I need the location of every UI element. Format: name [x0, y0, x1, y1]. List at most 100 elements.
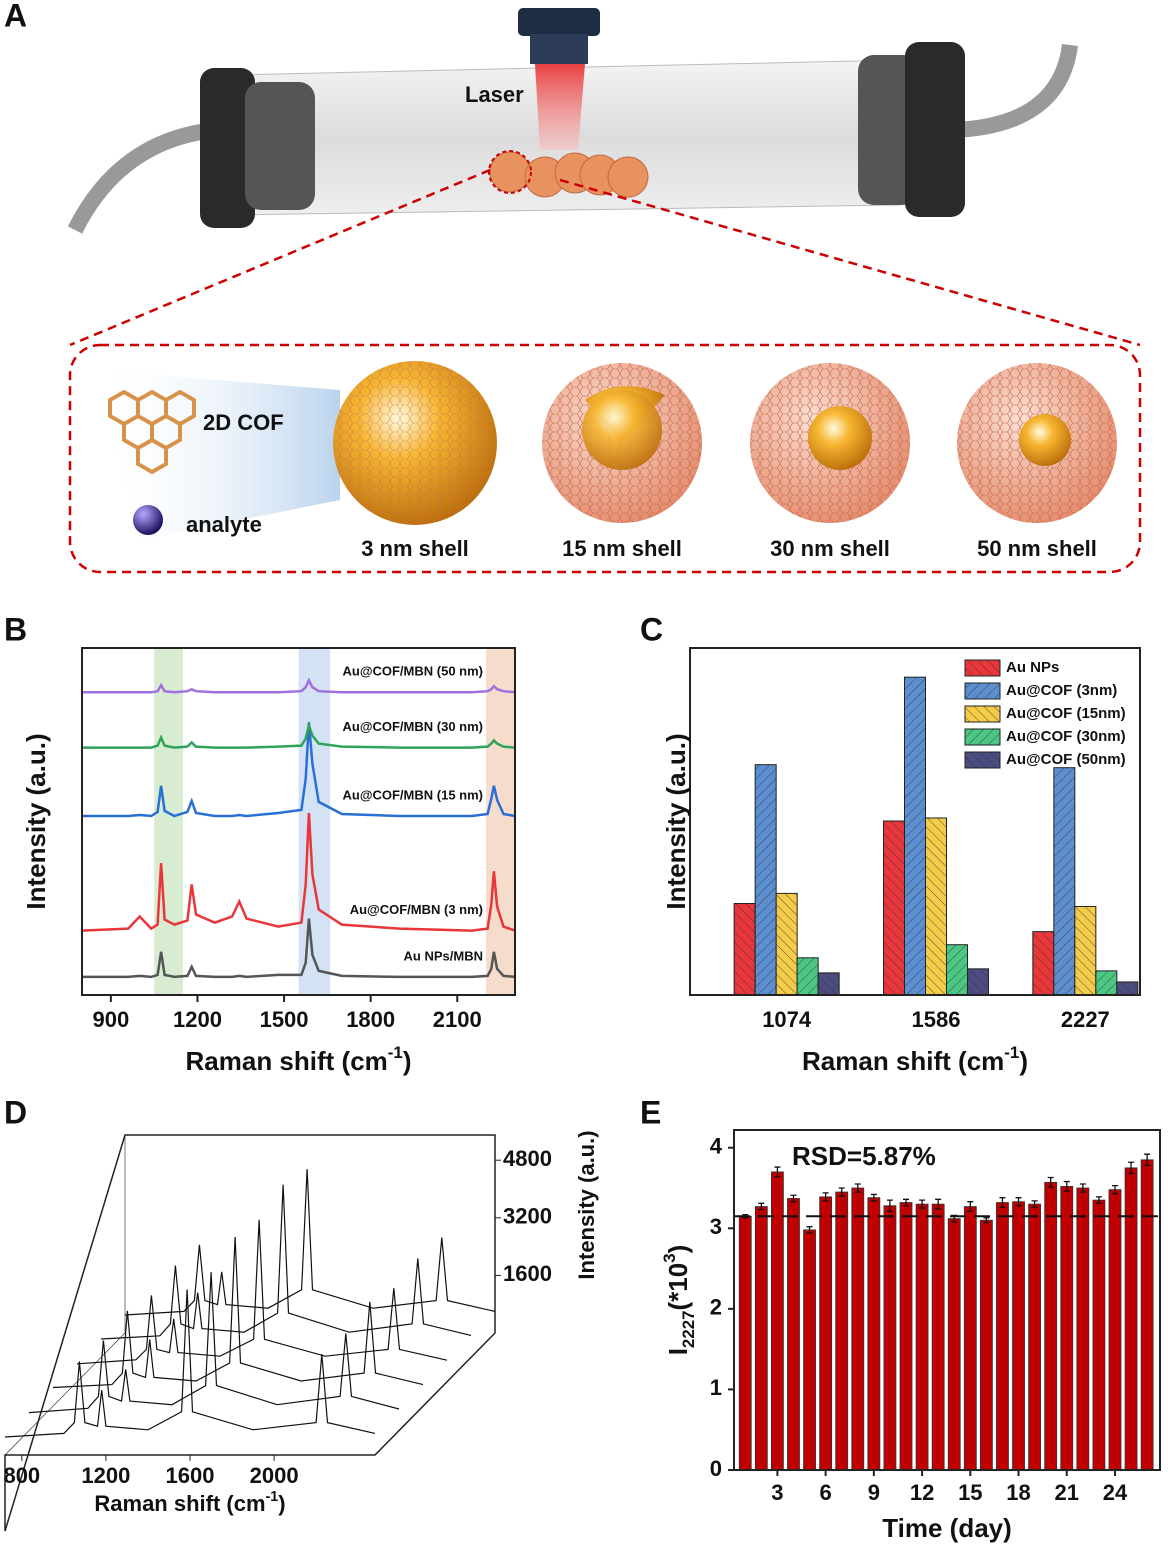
bar [1044, 1181, 1058, 1471]
end-cap [200, 68, 255, 228]
error-bar [983, 1217, 990, 1224]
bar [963, 1206, 977, 1471]
x-tick-label: 21 [1055, 1480, 1079, 1505]
legend-label: Au@COF (15nm) [1006, 705, 1126, 722]
x-tick-label: 1074 [762, 1007, 812, 1032]
x-tick-label: 800 [3, 1463, 40, 1488]
x-axis-label: Raman shift (cm-1) [802, 1043, 1028, 1076]
cof-label: 2D COF [203, 410, 284, 435]
bar [1095, 970, 1118, 996]
bar [979, 1219, 993, 1471]
error-bar [999, 1197, 1006, 1208]
laser-label: Laser [465, 82, 524, 107]
z-tick-label: 4800 [503, 1146, 552, 1171]
analyte-label: analyte [186, 512, 262, 537]
x-axis-label-part: ) [1019, 1046, 1028, 1076]
x-tick-label: 2227 [1061, 1007, 1110, 1032]
bar [1053, 767, 1076, 996]
x-axis-label-part: ) [403, 1046, 412, 1076]
legend-swatch [964, 682, 1001, 700]
legend-label: Au@COF (30nm) [1006, 728, 1126, 745]
bar [754, 1206, 768, 1471]
bar [1124, 1167, 1138, 1471]
x-axis-label-part: Raman shift (cm [186, 1046, 388, 1076]
error-bar [870, 1193, 877, 1202]
z-axis-label: Intensity (a.u.) [574, 1130, 599, 1279]
bar [946, 944, 968, 996]
error-bar [903, 1198, 910, 1207]
end-cap [905, 42, 965, 217]
bar [803, 1229, 816, 1471]
shell-label: 15 nm shell [562, 536, 682, 561]
laser-beam [535, 64, 585, 150]
bar [775, 892, 798, 996]
x-tick-label: 1800 [346, 1007, 395, 1032]
legend-swatch [964, 751, 1001, 769]
x-axis-label-part: -1 [1004, 1043, 1019, 1062]
plot-frame [81, 647, 516, 996]
y-axis-label-part: 3 [660, 1253, 679, 1262]
x-axis-label: Time (day) [882, 1513, 1012, 1543]
plot-frame [733, 1129, 1161, 1471]
x-tick-label: 2100 [433, 1007, 482, 1032]
bar [787, 1198, 800, 1471]
spectrum [82, 677, 516, 694]
error-bar [1031, 1200, 1038, 1208]
spectrum [82, 720, 516, 749]
bar [883, 1205, 897, 1471]
highlight-band [298, 648, 331, 995]
error-bar [886, 1199, 893, 1213]
bar [796, 957, 819, 996]
error-bar [919, 1199, 926, 1209]
spectrum [82, 722, 516, 818]
error-bar [1128, 1161, 1135, 1175]
error-bar [838, 1187, 845, 1197]
y-tick-label: 0 [710, 1456, 722, 1481]
error-bar [758, 1202, 765, 1211]
x-tick-label: 12 [910, 1480, 934, 1505]
end-cap [245, 82, 315, 210]
zoom-circle [488, 150, 532, 194]
error-bar [1079, 1183, 1086, 1193]
bar [947, 1218, 961, 1471]
x-axis-label-part: ) [278, 1491, 285, 1516]
x-tick-label: 15 [958, 1480, 982, 1505]
panel-label: C [640, 611, 663, 647]
panel-label: E [640, 1094, 661, 1130]
x-tick-label: 1200 [81, 1463, 130, 1488]
bar [931, 1203, 945, 1471]
bar [996, 1202, 1009, 1471]
x-tick-label: 3 [771, 1480, 783, 1505]
tubing [67, 122, 216, 234]
bar [1140, 1159, 1154, 1471]
highlight-cone [95, 370, 340, 540]
error-bar [1111, 1184, 1118, 1195]
panel-label: D [4, 1094, 27, 1130]
spectrum [124, 1169, 496, 1316]
series-label: Au NPs/MBN [404, 948, 483, 963]
bar [1028, 1203, 1042, 1471]
legend-swatch [964, 728, 1001, 746]
y-tick-label: 1 [710, 1375, 722, 1400]
panel-label: B [4, 611, 27, 647]
legend-label: Au@COF (3nm) [1006, 682, 1117, 699]
x-axis-label: Raman shift (cm-1) [186, 1043, 412, 1076]
x-tick-label: 1500 [260, 1007, 309, 1032]
x-tick-label: 24 [1103, 1480, 1128, 1505]
y-axis-label-part: ) [663, 1245, 693, 1254]
legend-label: Au@COF (50nm) [1006, 751, 1126, 768]
x-axis-label-part: Raman shift (cm [94, 1491, 265, 1516]
spectrum [82, 918, 516, 979]
x-axis-label: Raman shift (cm-1) [94, 1489, 285, 1516]
panel-label: A [4, 0, 27, 33]
panel-a: A Laser 2D COF analyte [4, 0, 1142, 574]
z-tick-label: 3200 [503, 1204, 552, 1229]
spectrum [100, 1184, 472, 1340]
spectrum [76, 1219, 448, 1365]
bar [925, 817, 947, 996]
spectrum [52, 1236, 424, 1389]
bar [1074, 905, 1097, 996]
y-tick-label: 2 [710, 1295, 722, 1320]
spectrum [4, 1289, 376, 1438]
